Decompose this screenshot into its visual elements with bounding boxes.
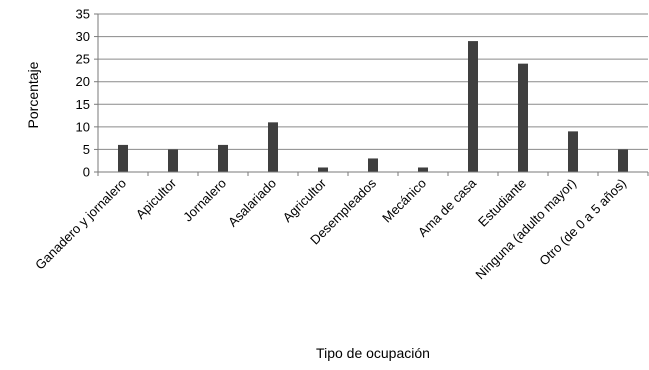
bar: [268, 122, 278, 172]
bar: [218, 144, 228, 172]
y-tick-label: 0: [83, 165, 90, 180]
x-tick-label: Ninguna (adulto mayor): [472, 176, 579, 283]
y-tick-label: 25: [76, 52, 90, 67]
axes: [94, 13, 649, 176]
bar: [418, 167, 428, 172]
x-tick-label: Mecánico: [379, 176, 429, 226]
x-tick-label: Ganadero y jornalero: [32, 176, 129, 273]
y-tick-label: 15: [76, 97, 90, 112]
bar: [168, 149, 178, 172]
bar: [318, 167, 328, 172]
x-tick-label: Agricultor: [280, 175, 330, 225]
x-tick-label: Asalariado: [225, 176, 279, 230]
y-axis-title: Porcentaje: [25, 61, 41, 128]
x-tick-label: Jornalero: [180, 176, 229, 225]
bars: [118, 41, 628, 173]
y-tick-label: 30: [76, 29, 90, 44]
x-tick-label: Apicultor: [133, 175, 180, 222]
bar: [568, 131, 578, 172]
y-tick-labels: 0 5 10 15 20 25 30 35: [76, 7, 90, 180]
x-tick-label: Estudiante: [475, 176, 529, 230]
x-axis-title: Tipo de ocupación: [316, 345, 430, 361]
bar: [368, 158, 378, 172]
gridlines: [98, 13, 648, 150]
y-tick-label: 20: [76, 74, 90, 89]
y-tick-label: 35: [76, 7, 90, 22]
bar: [518, 63, 528, 172]
bar: [618, 149, 628, 172]
bar: [468, 41, 478, 173]
x-tick-labels: Ganadero y jornalero Apicultor JornaleroAs…: [32, 175, 629, 282]
x-tick-label: Otro (de 0 a 5 años): [536, 176, 629, 269]
y-tick-label: 10: [76, 119, 90, 134]
y-tick-label: 5: [83, 142, 90, 157]
bar: [118, 144, 128, 172]
